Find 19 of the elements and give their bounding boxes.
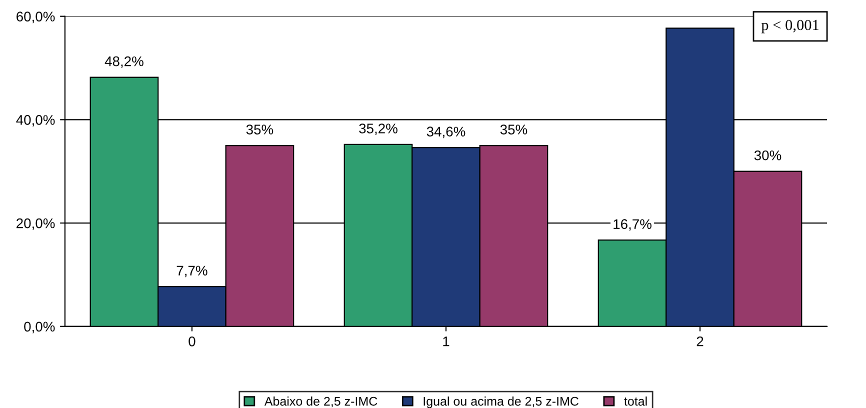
y-tick-label: 40,0%	[16, 115, 55, 126]
y-tick-label: 20,0%	[16, 218, 55, 230]
x-tick-label: 2	[696, 336, 704, 346]
data-label: 48,2%	[104, 56, 144, 68]
data-label: 34,6%	[426, 126, 466, 138]
legend-label: Igual ou acima de 2,5 z-IMC	[424, 396, 578, 408]
data-label: 35%	[500, 124, 528, 134]
data-label: 35%	[246, 124, 274, 134]
data-label: 7,7%	[176, 266, 208, 278]
legend-label: total	[624, 396, 647, 406]
y-tick-label: 60,0%	[16, 12, 55, 24]
x-tick-label: 0	[188, 336, 196, 346]
data-label: 16,7%	[614, 219, 652, 231]
x-tick-label: 1	[443, 336, 450, 346]
y-tick-label: 0,0%	[24, 322, 55, 334]
legend-label: Abaixo de 2,5 z-IMC	[264, 396, 378, 408]
data-label: 30%	[754, 150, 782, 160]
data-label: 35,2%	[359, 124, 398, 136]
annotation: p < 0,001	[761, 20, 818, 34]
